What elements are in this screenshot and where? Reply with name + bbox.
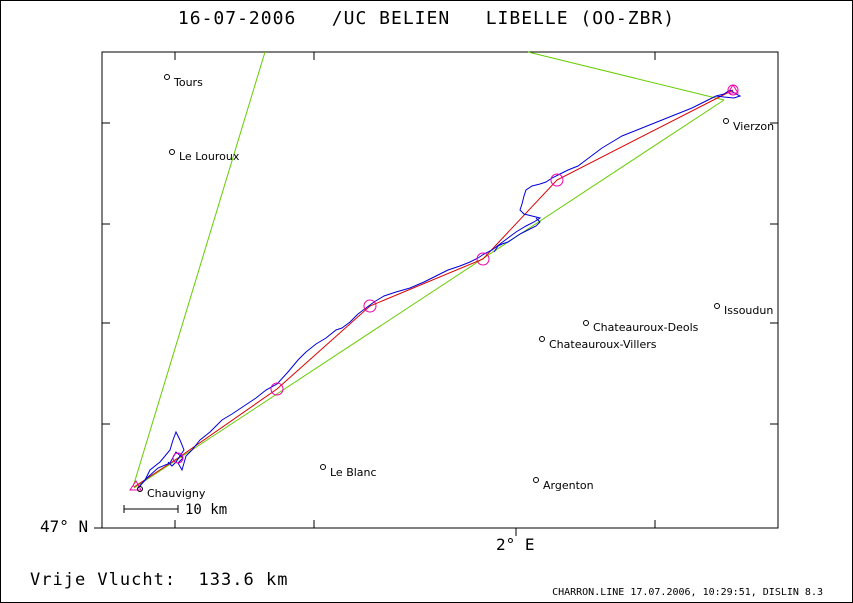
latitude-label: 47° N [40, 517, 88, 536]
distance-summary: Vrije Vlucht: 133.6 km [30, 570, 288, 590]
city-issoudun: Issoudun [714, 303, 773, 317]
bottom-ticks [174, 520, 656, 536]
turnpoint-marker [550, 173, 564, 187]
right-ticks [770, 122, 778, 425]
city-vierzon: Vierzon [723, 118, 774, 133]
city-label-argenton: Argenton [543, 479, 594, 492]
turnpoint-marker [270, 382, 284, 396]
flight-title: 16-07-2006 /UC BELIEN LIBELLE (OO-ZBR) [0, 8, 853, 29]
city-le-blanc: Le Blanc [320, 464, 377, 479]
distance-label: Vrije Vlucht: [30, 570, 177, 590]
city-label-le-louroux: Le Louroux [179, 150, 240, 163]
city-label-chateauroux-villers: Chateauroux-Villers [549, 338, 657, 351]
city-chateauroux-villers: Chateauroux-Villers [539, 336, 657, 351]
scale-bar: 10 km [123, 502, 227, 518]
city-chauvigny: Chauvigny [137, 486, 206, 500]
city-label-chateauroux-deols: Chateauroux-Deols [593, 321, 699, 334]
city-label-vierzon: Vierzon [733, 120, 774, 133]
city-label-chauvigny: Chauvigny [147, 487, 206, 500]
scale-label: 10 km [185, 502, 227, 518]
turnpoint-marker [476, 252, 490, 266]
flight-track-mid-thermal [493, 217, 541, 253]
left-ticks [94, 122, 110, 529]
flight-date: 16-07-2006 [177, 8, 297, 29]
top-ticks [174, 52, 656, 60]
turnpoint-marker [363, 299, 377, 313]
turnpoint-marker [172, 452, 184, 464]
city-layer: Tours Le Louroux Vierzon Issoudun Chatea… [137, 74, 774, 500]
city-label-le-blanc: Le Blanc [330, 466, 377, 479]
city-le-louroux: Le Louroux [169, 149, 240, 163]
plot-area [101, 51, 779, 529]
start-triangle [129, 480, 142, 491]
flight-track-start-loop [137, 430, 185, 489]
club-name: /UC BELIEN [331, 8, 451, 29]
sector-lines [132, 51, 725, 489]
city-chateauroux-deols: Chateauroux-Deols [583, 320, 699, 334]
task-line [133, 89, 734, 488]
city-argenton: Argenton [533, 477, 594, 492]
finish-triangle [727, 84, 739, 94]
city-label-issoudun: Issoudun [724, 304, 773, 317]
city-label-tours: Tours [173, 76, 203, 89]
city-tours: Tours [164, 74, 203, 89]
turnpoints [172, 84, 739, 464]
longitude-label: 2° E [496, 535, 535, 554]
sector-line-top [527, 51, 725, 101]
sector-line-return [133, 99, 725, 489]
distance-value: 133.6 km [198, 570, 289, 590]
sector-line-start [132, 51, 266, 488]
glider-name: LIBELLE (OO-ZBR) [485, 8, 676, 29]
start-finish-markers [129, 84, 739, 491]
flight-track [137, 89, 742, 489]
footer-info: CHARRON.LINE 17.07.2006, 10:29:51, DISLI… [552, 587, 823, 598]
